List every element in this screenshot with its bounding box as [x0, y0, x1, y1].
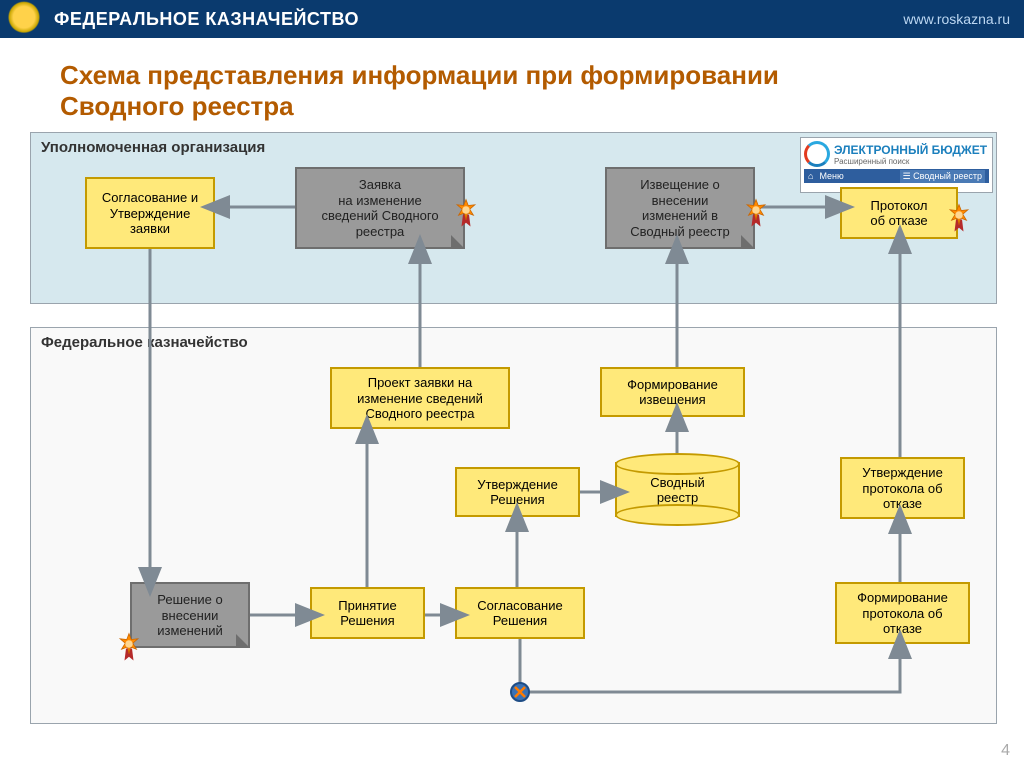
eb-menu: Меню: [819, 171, 843, 181]
eb-title: ЭЛЕКТРОННЫЙ БЮДЖЕТ: [834, 143, 987, 157]
badge-icon: [114, 632, 144, 662]
page-number: 4: [1001, 742, 1010, 760]
header-title: ФЕДЕРАЛЬНОЕ КАЗНАЧЕЙСТВО: [54, 9, 359, 30]
zone-label: Уполномоченная организация: [41, 139, 265, 156]
header-bar: ФЕДЕРАЛЬНОЕ КАЗНАЧЕЙСТВО www.roskazna.ru: [0, 0, 1024, 38]
eb-btn: ☰ Сводный реестр: [900, 170, 985, 183]
eb-home-icon: ⌂: [808, 171, 813, 181]
node-n9: Утверждениепротокола оботказе: [840, 457, 965, 519]
badge-icon: [741, 198, 771, 228]
diagram-canvas: Уполномоченная организация Федеральное ка…: [30, 132, 995, 722]
node-n7: УтверждениеРешения: [455, 467, 580, 517]
badge-icon: [451, 198, 481, 228]
electronic-budget-widget: ЭЛЕКТРОННЫЙ БЮДЖЕТРасширенный поиск ⌂ Меню…: [800, 137, 993, 193]
node-n5: Проект заявки наизменение сведенийСводно…: [330, 367, 510, 429]
eb-subtitle: Расширенный поиск: [834, 157, 987, 166]
zone-label: Федеральное казначейство: [41, 334, 248, 351]
node-n10: Решение овнесенииизменений: [130, 582, 250, 648]
node-n12: СогласованиеРешения: [455, 587, 585, 639]
eb-logo-icon: [804, 141, 830, 167]
badge-icon: [944, 203, 974, 233]
node-n13: Формированиепротокола оботказе: [835, 582, 970, 644]
node-n2: Заявкана изменениесведений Сводногореест…: [295, 167, 465, 249]
node-n6: Формированиеизвещения: [600, 367, 745, 417]
node-n3: Извещение овнесенииизменений вСводный ре…: [605, 167, 755, 249]
zone-bottom: Федеральное казначейство: [30, 327, 997, 724]
emblem-icon: [6, 1, 42, 37]
header-url: www.roskazna.ru: [903, 11, 1010, 27]
slide-title: Схема представления информации при форми…: [60, 60, 780, 122]
node-n1: Согласование и Утверждение заявки: [85, 177, 215, 249]
node-n8: Сводныйреестр: [615, 462, 740, 517]
node-n11: ПринятиеРешения: [310, 587, 425, 639]
node-n4: Протоколоб отказе: [840, 187, 958, 239]
